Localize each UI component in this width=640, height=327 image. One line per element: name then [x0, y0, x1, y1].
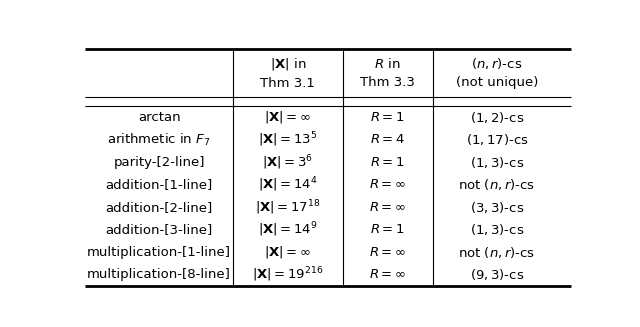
Text: addition-[3-line]: addition-[3-line] — [106, 223, 212, 236]
Text: addition-[1-line]: addition-[1-line] — [106, 178, 212, 191]
Text: $|\mathbf{X}| = 3^6$: $|\mathbf{X}| = 3^6$ — [262, 153, 314, 172]
Text: arithmetic in $F_7$: arithmetic in $F_7$ — [108, 132, 211, 148]
Text: $|\mathbf{X}| = 19^{216}$: $|\mathbf{X}| = 19^{216}$ — [252, 266, 324, 284]
Text: $(9,3)$-cs: $(9,3)$-cs — [470, 267, 524, 282]
Text: $R = 1$: $R = 1$ — [370, 111, 405, 124]
Text: $|\mathbf{X}| = 14^9$: $|\mathbf{X}| = 14^9$ — [258, 220, 317, 239]
Text: $|\mathbf{X}| = 17^{18}$: $|\mathbf{X}| = 17^{18}$ — [255, 198, 321, 216]
Text: $(n,r)$-cs
(not unique): $(n,r)$-cs (not unique) — [456, 57, 538, 90]
Text: arctan: arctan — [138, 111, 180, 124]
Text: $R = 4$: $R = 4$ — [370, 133, 405, 146]
Text: $R = \infty$: $R = \infty$ — [369, 268, 406, 281]
Text: $R = 1$: $R = 1$ — [370, 223, 405, 236]
Text: $(1,3)$-cs: $(1,3)$-cs — [470, 155, 524, 170]
Text: multiplication-[1-line]: multiplication-[1-line] — [87, 246, 231, 259]
Text: $(1,17)$-cs: $(1,17)$-cs — [465, 132, 528, 147]
Text: $|\mathbf{X}|$ in
Thm 3.1: $|\mathbf{X}|$ in Thm 3.1 — [260, 56, 316, 90]
Text: addition-[2-line]: addition-[2-line] — [106, 201, 212, 214]
Text: parity-[2-line]: parity-[2-line] — [113, 156, 205, 169]
Text: multiplication-[8-line]: multiplication-[8-line] — [87, 268, 231, 281]
Text: $|\mathbf{X}| = \infty$: $|\mathbf{X}| = \infty$ — [264, 244, 312, 260]
Text: $(3,3)$-cs: $(3,3)$-cs — [470, 200, 524, 215]
Text: $R = \infty$: $R = \infty$ — [369, 246, 406, 259]
Text: $|\mathbf{X}| = \infty$: $|\mathbf{X}| = \infty$ — [264, 109, 312, 125]
Text: $(1,2)$-cs: $(1,2)$-cs — [470, 110, 524, 125]
Text: $|\mathbf{X}| = 14^4$: $|\mathbf{X}| = 14^4$ — [258, 176, 318, 194]
Text: not $(n,r)$-cs: not $(n,r)$-cs — [458, 245, 536, 260]
Text: $R = \infty$: $R = \infty$ — [369, 178, 406, 191]
Text: $R = \infty$: $R = \infty$ — [369, 201, 406, 214]
Text: $|\mathbf{X}| = 13^5$: $|\mathbf{X}| = 13^5$ — [258, 130, 317, 149]
Text: $R = 1$: $R = 1$ — [370, 156, 405, 169]
Text: $(1,3)$-cs: $(1,3)$-cs — [470, 222, 524, 237]
Text: $R$ in
Thm 3.3: $R$ in Thm 3.3 — [360, 57, 415, 89]
Text: not $(n,r)$-cs: not $(n,r)$-cs — [458, 177, 536, 192]
